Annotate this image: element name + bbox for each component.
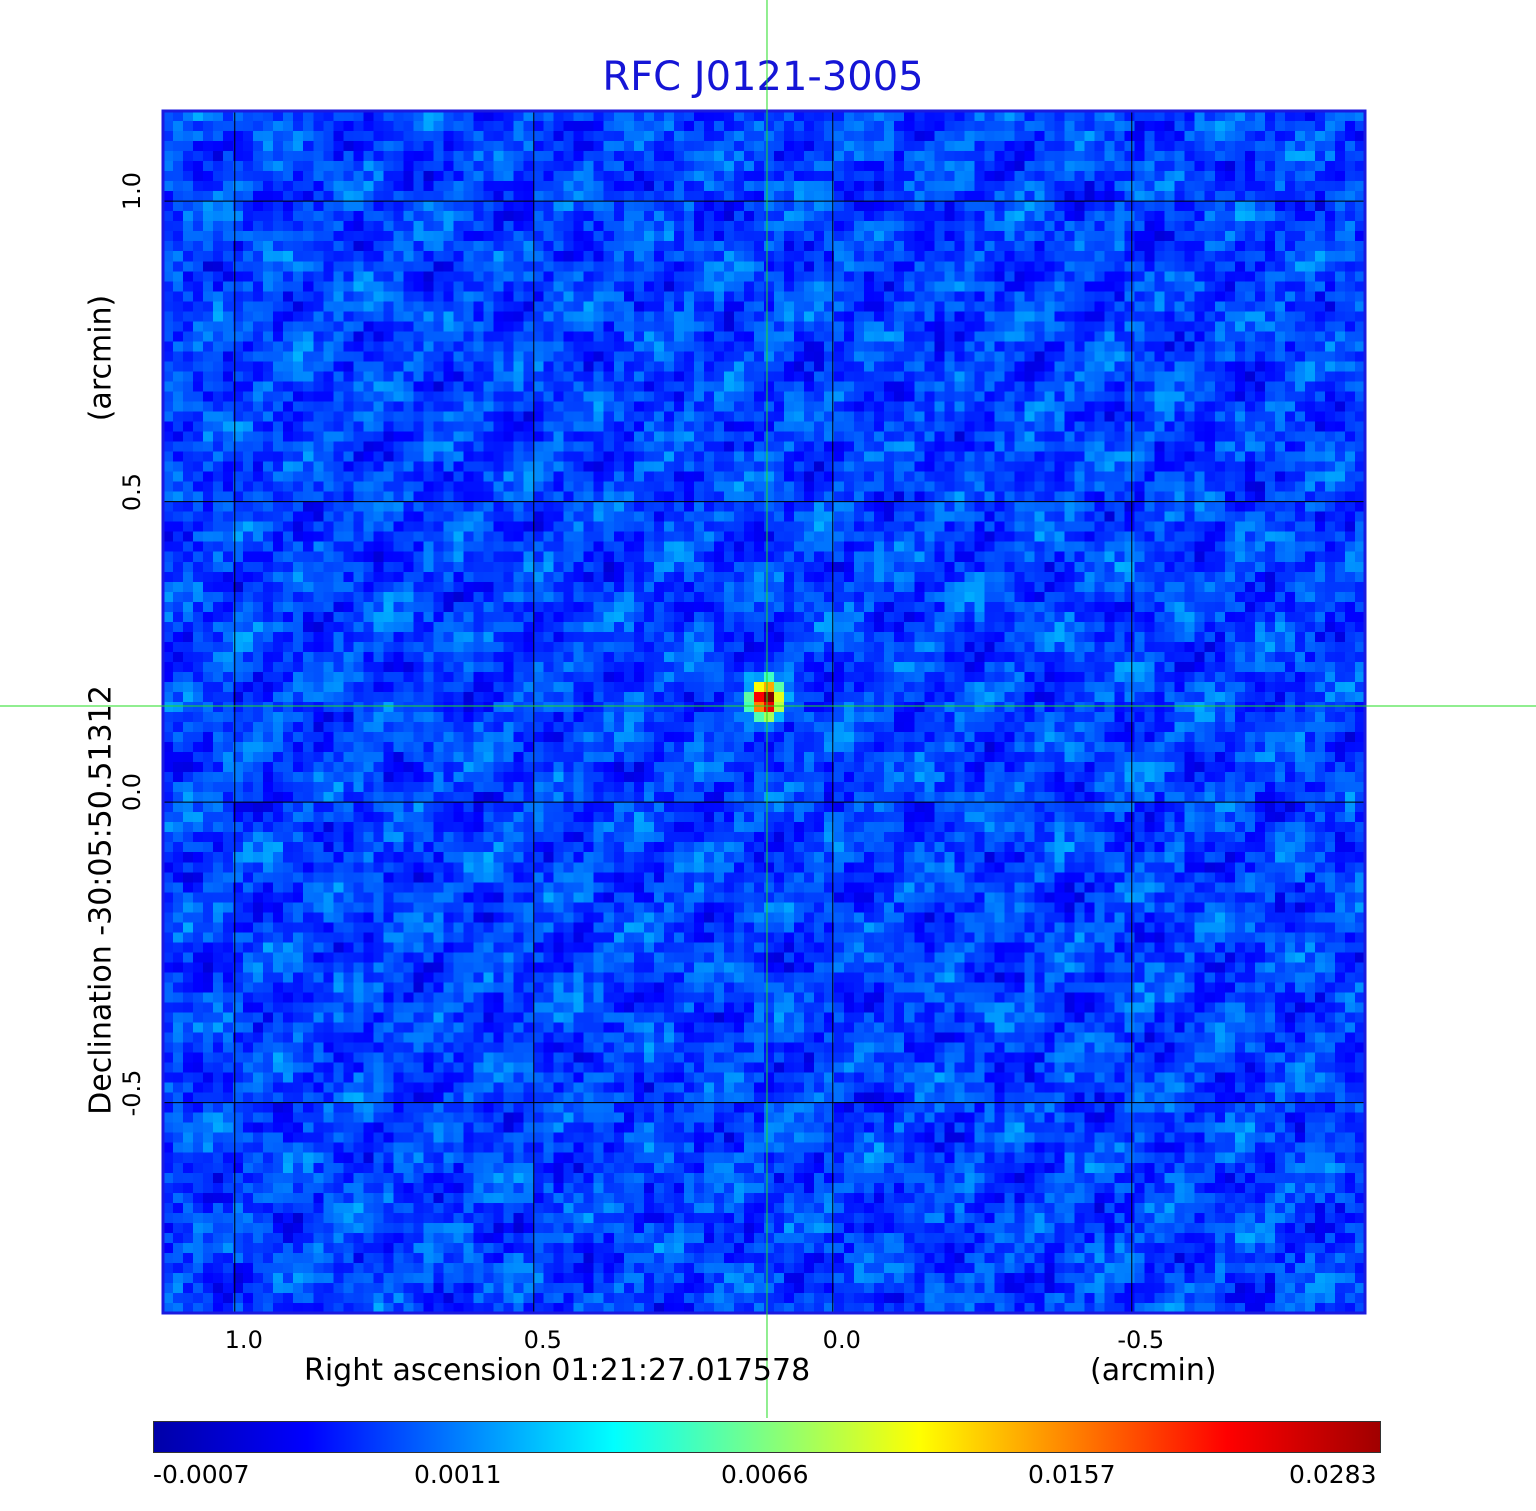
x-axis-label: Right ascension 01:21:27.017578 — [304, 1353, 811, 1388]
x-tick-label: 0.5 — [523, 1326, 562, 1354]
colorbar-tick-label: 0.0011 — [414, 1460, 502, 1489]
y-axis-label: Declination -30:05:50.51312 — [83, 685, 119, 1115]
colorbar-tick-label: 0.0283 — [1289, 1460, 1377, 1489]
y-tick-label: 0.0 — [118, 773, 146, 812]
x-tick-label: -0.5 — [1117, 1326, 1165, 1354]
y-tick-label: 0.5 — [118, 472, 146, 511]
y-axis-unit: (arcmin) — [83, 294, 119, 422]
y-tick-label: 1.0 — [118, 172, 146, 211]
colorbar-tick-label: -0.0007 — [153, 1460, 250, 1489]
x-tick-label: 0.0 — [822, 1326, 861, 1354]
y-tick-label: -0.5 — [118, 1069, 146, 1117]
chart-title: RFC J0121-3005 — [602, 54, 924, 100]
colorbar — [153, 1421, 1381, 1453]
x-tick-label: 1.0 — [224, 1326, 263, 1354]
image-map[interactable] — [163, 111, 1365, 1313]
x-axis-unit: (arcmin) — [1090, 1353, 1217, 1388]
colorbar-tick-label: 0.0157 — [1028, 1460, 1116, 1489]
intensity-map — [163, 111, 1365, 1313]
colorbar-tick-label: 0.0066 — [721, 1460, 809, 1489]
